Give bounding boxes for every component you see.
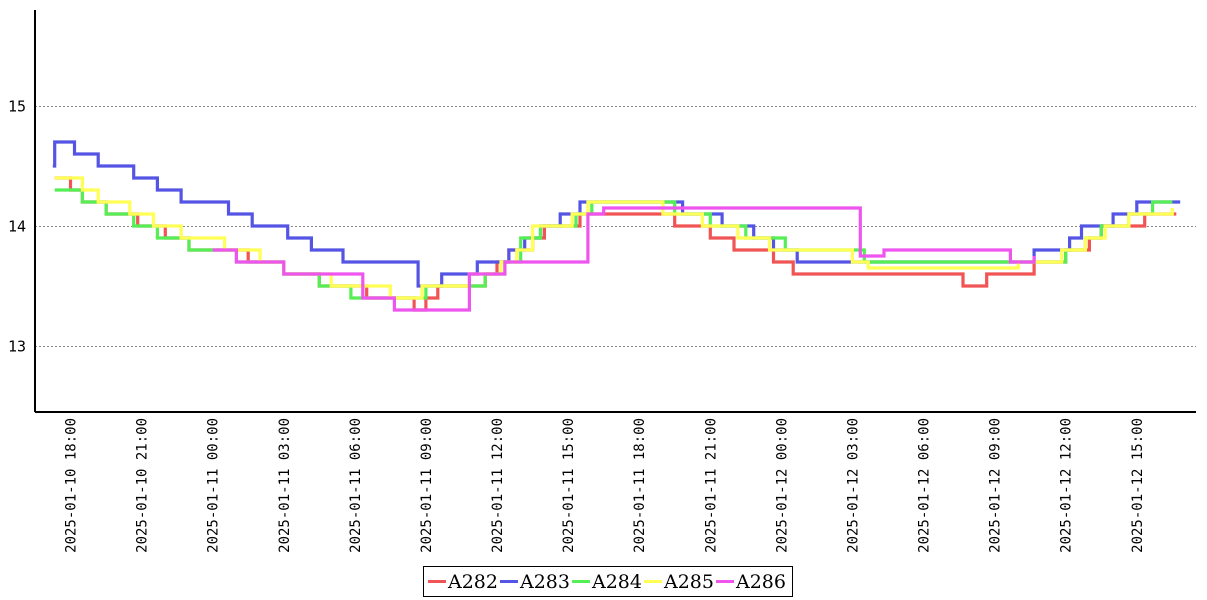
y-tick-label: 14 (8, 218, 26, 236)
y-tick-label: 13 (8, 338, 26, 356)
x-tick-labels: 2025-01-10 18:00 2025-01-10 21:00 2025-01-… (64, 418, 1146, 553)
legend-swatch (500, 580, 518, 583)
legend-item-a286: A286 (716, 571, 786, 593)
x-tick-label: 2025-01-11 06:00 (348, 418, 364, 553)
legend-label: A286 (736, 570, 786, 593)
x-tick-label: 2025-01-12 12:00 (1059, 418, 1075, 553)
legend-label: A285 (664, 570, 714, 593)
legend-item-a284: A284 (572, 571, 642, 593)
legend-swatch (428, 580, 446, 583)
x-tick-label: 2025-01-10 18:00 (64, 418, 80, 553)
x-tick-label: 2025-01-10 21:00 (135, 418, 151, 553)
legend-label: A284 (592, 570, 642, 593)
x-tick-label: 2025-01-11 21:00 (703, 418, 719, 553)
x-tick-label: 2025-01-12 06:00 (917, 418, 933, 553)
series-line-a282 (54, 176, 1177, 312)
legend-swatch (644, 580, 662, 583)
y-tick-labels: 13 14 15 (8, 98, 26, 356)
legend-label: A282 (448, 570, 498, 593)
legend-swatch (572, 580, 590, 583)
series-line-a285 (54, 176, 1174, 300)
gridlines (35, 106, 1196, 347)
x-tick-label: 2025-01-11 15:00 (561, 418, 577, 553)
legend: A282 A283 A284 A285 A286 (423, 566, 793, 597)
x-tick-label: 2025-01-12 00:00 (774, 418, 790, 553)
x-tick-label: 2025-01-11 09:00 (419, 418, 435, 553)
x-tick-label: 2025-01-12 15:00 (1130, 418, 1146, 553)
x-tick-label: 2025-01-11 18:00 (632, 418, 648, 553)
legend-item-a283: A283 (500, 571, 570, 593)
x-tick-label: 2025-01-11 12:00 (490, 418, 506, 553)
series-line-a284 (54, 188, 1173, 300)
legend-swatch (716, 580, 734, 583)
x-tick-label: 2025-01-11 00:00 (206, 418, 222, 553)
y-tick-label: 15 (8, 98, 26, 116)
legend-item-a285: A285 (644, 571, 714, 593)
legend-item-a282: A282 (428, 571, 498, 593)
x-tick-label: 2025-01-12 03:00 (845, 418, 861, 553)
x-tick-label: 2025-01-12 09:00 (988, 418, 1004, 553)
series-line-a286 (212, 206, 1036, 312)
x-tick-label: 2025-01-11 03:00 (277, 418, 293, 553)
legend-label: A283 (520, 570, 570, 593)
series-lines (52, 140, 1181, 312)
